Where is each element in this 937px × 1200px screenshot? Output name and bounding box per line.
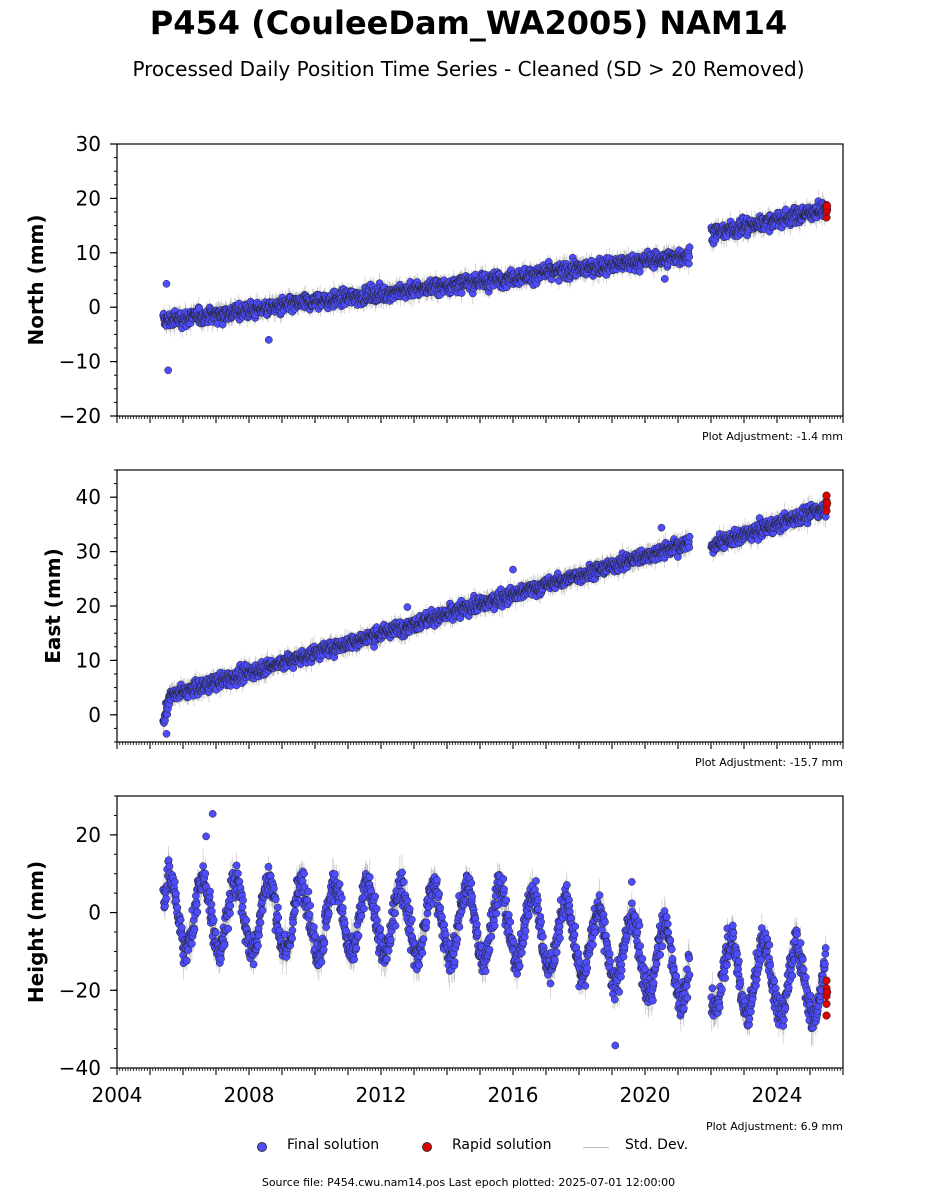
rapid-solution-point — [823, 201, 832, 211]
final-solution-point — [555, 277, 563, 285]
final-solution-point — [660, 275, 669, 283]
rapid-solution-points — [822, 200, 832, 222]
y-tick-label: −10 — [59, 350, 101, 374]
final-solution-point — [685, 243, 694, 252]
panel-1: −20 −10 0 10 20 30 North (mm) Plot Adjustment: … — [24, 132, 844, 443]
final-solution-point — [164, 366, 172, 375]
final-solution-point — [264, 335, 273, 344]
final-solution-point — [685, 253, 694, 261]
final-solution-points — [159, 197, 830, 375]
final-solution-point — [162, 279, 171, 288]
final-solution-point — [684, 259, 693, 268]
y-tick-label: 20 — [76, 186, 101, 210]
y-tick-label: 10 — [76, 241, 101, 265]
plot-adjustment-note: Plot Adjustment: -1.4 mm — [702, 430, 843, 443]
final-solution-point — [457, 289, 466, 297]
y-tick-label: 0 — [88, 295, 101, 319]
y-tick-label: −20 — [59, 404, 101, 428]
y-axis-label: North (mm) — [24, 214, 48, 345]
y-tick-label: 30 — [76, 132, 101, 156]
